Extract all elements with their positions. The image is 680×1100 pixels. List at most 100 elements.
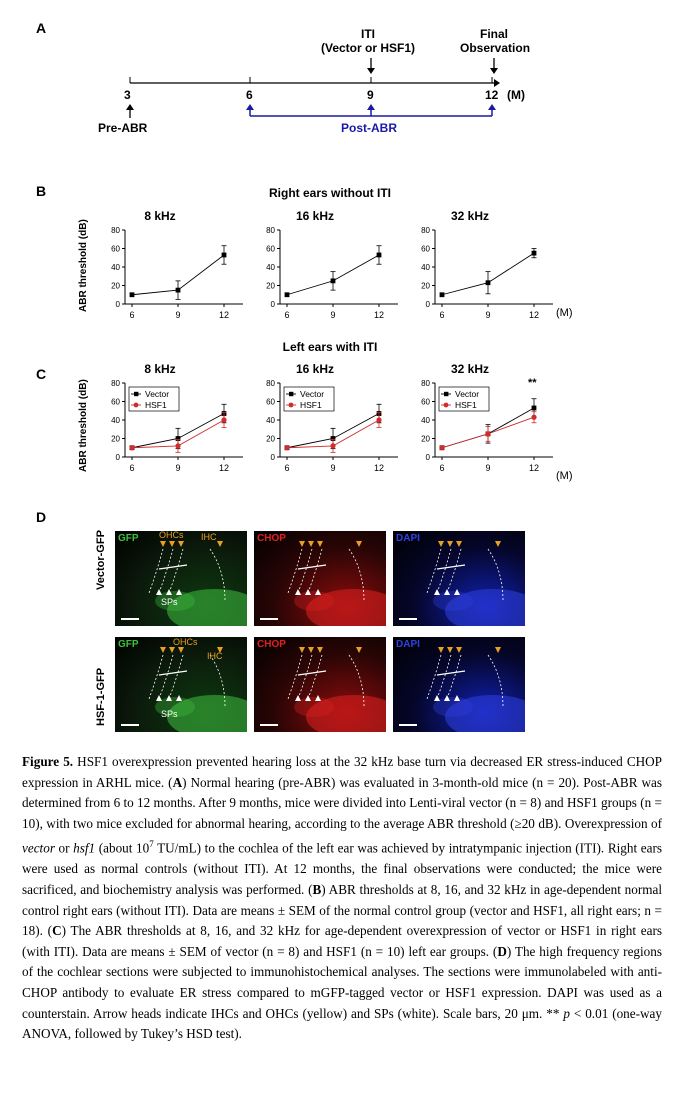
x-tick-label: 9 — [330, 310, 335, 320]
legend-label: HSF1 — [455, 400, 477, 410]
caption-text-3: or — [54, 840, 74, 856]
panel-c-title-8khz: 8 kHz — [144, 362, 176, 376]
legend-label: Vector — [300, 389, 324, 399]
data-point-vector — [175, 436, 181, 441]
x-tick-label: 9 — [485, 463, 490, 473]
ohc-outline — [426, 548, 442, 594]
caption-text-5: TU/mL) to the cochlea of the left ear wa… — [22, 840, 662, 897]
sp-arrowhead — [315, 589, 321, 595]
ohc-arrowhead — [299, 541, 305, 547]
timeline-label-3: 3 — [124, 88, 131, 102]
tissue-signal — [433, 697, 473, 717]
legend-marker-vector — [289, 391, 294, 397]
data-point — [376, 252, 382, 258]
ohc-outline — [158, 548, 174, 594]
panel-c-title-16khz: 16 kHz — [295, 362, 335, 376]
ihc-arrowhead — [356, 541, 362, 547]
tissue-signal — [445, 589, 525, 626]
sp-arrowhead — [176, 695, 182, 701]
final-sublabel: Observation — [460, 41, 531, 55]
caption-ref-b: B — [312, 881, 322, 897]
ohc-arrowhead — [317, 647, 323, 653]
data-point — [221, 252, 227, 258]
panel-b-title-8khz: 8 kHz — [144, 209, 176, 223]
y-tick-label: 0 — [426, 300, 431, 309]
ihc-arrowhead — [217, 541, 223, 547]
data-point-hsf1 — [330, 443, 336, 449]
sp-arrowhead — [434, 589, 440, 595]
panel-c-title-32khz: 32 kHz — [450, 362, 490, 376]
chart-b-16khz: 0 20 40 60 80 6 9 12 — [266, 226, 398, 320]
sp-arrowhead — [434, 695, 440, 701]
ohc-outline — [168, 548, 184, 594]
row-label-vector-gfp: Vector-GFP — [95, 530, 107, 590]
data-point — [531, 250, 537, 256]
data-point — [330, 278, 336, 284]
sp-arrowhead — [166, 695, 172, 701]
sp-label: SPs — [161, 597, 178, 607]
micrograph-overlay — [260, 647, 386, 732]
tissue-signal — [155, 697, 195, 717]
legend-marker-hsf1 — [443, 402, 449, 408]
panel-d-letter: D — [36, 509, 47, 525]
panel-a-letter: A — [36, 20, 47, 36]
x-tick-label: 6 — [284, 310, 289, 320]
measure-line — [297, 670, 327, 676]
sp-arrowhead — [444, 589, 450, 595]
ohc-outline — [436, 654, 452, 700]
micrograph-dapi-hsf1: DAPI — [393, 637, 525, 732]
final-label: Final — [480, 27, 509, 41]
ohc-outline — [297, 548, 313, 594]
y-tick-label: 60 — [111, 398, 120, 407]
caption-ref-d: D — [497, 943, 507, 959]
tissue-signal — [306, 589, 386, 626]
sp-arrowhead — [454, 589, 460, 595]
ihc-label: IHC — [207, 651, 223, 661]
timeline-unit: (M) — [507, 88, 525, 102]
ihc-outline — [209, 654, 226, 708]
caption-text-1: HSF1 overexpression prevented hearing lo… — [22, 754, 662, 790]
x-tick-label: 12 — [529, 310, 539, 320]
timeline-label-9: 9 — [367, 88, 374, 102]
ihc-outline — [487, 654, 504, 708]
panel-c-ylabel: ABR threshold (dB) — [78, 379, 89, 472]
ihc-arrowhead — [356, 647, 362, 653]
x-tick-label: 12 — [219, 463, 229, 473]
ohc-arrowhead — [456, 541, 462, 547]
panel-b-ylabel: ABR threshold (dB) — [78, 219, 89, 312]
ihc-arrowhead — [217, 647, 223, 653]
caption-hsf1-italic: hsf1 — [73, 840, 96, 856]
tissue-signal — [433, 591, 473, 611]
caption-text-8: ) The high frequency regions of the coch… — [22, 943, 662, 1021]
post-abr-label: Post-ABR — [341, 121, 397, 135]
ohc-outline — [168, 654, 184, 700]
ohc-arrowhead — [447, 647, 453, 653]
measure-line — [297, 564, 327, 570]
figure-caption: Figure 5. HSF1 overexpression prevented … — [22, 752, 662, 1045]
ohc-arrowhead — [456, 647, 462, 653]
sp-arrowhead — [454, 695, 460, 701]
y-tick-label: 0 — [426, 453, 431, 462]
ihc-outline — [348, 654, 365, 708]
caption-text-7: ) The ABR thresholds at 8, 16, and 32 kH… — [22, 923, 662, 959]
sp-arrowhead — [295, 589, 301, 595]
micrograph-gfp-vector: GFP OHCs IHC SPs — [115, 531, 247, 626]
sp-label: SPs — [161, 709, 178, 719]
chart-b-32khz: 0 20 40 60 80 6 9 12 — [421, 226, 553, 320]
y-tick-label: 40 — [421, 263, 430, 272]
panel-b-unit: (M) — [556, 307, 573, 319]
x-tick-label: 12 — [374, 463, 384, 473]
tissue-signal — [306, 695, 386, 732]
ihc-outline — [209, 548, 226, 602]
x-tick-label: 6 — [129, 463, 134, 473]
ohc-outline — [287, 654, 303, 700]
x-tick-label: 9 — [485, 310, 490, 320]
data-point-hsf1 — [129, 445, 135, 451]
ohc-outline — [287, 548, 303, 594]
y-tick-label: 0 — [116, 300, 121, 309]
x-tick-label: 9 — [175, 463, 180, 473]
ohc-arrowhead — [160, 647, 166, 653]
sp-arrowhead — [166, 589, 172, 595]
